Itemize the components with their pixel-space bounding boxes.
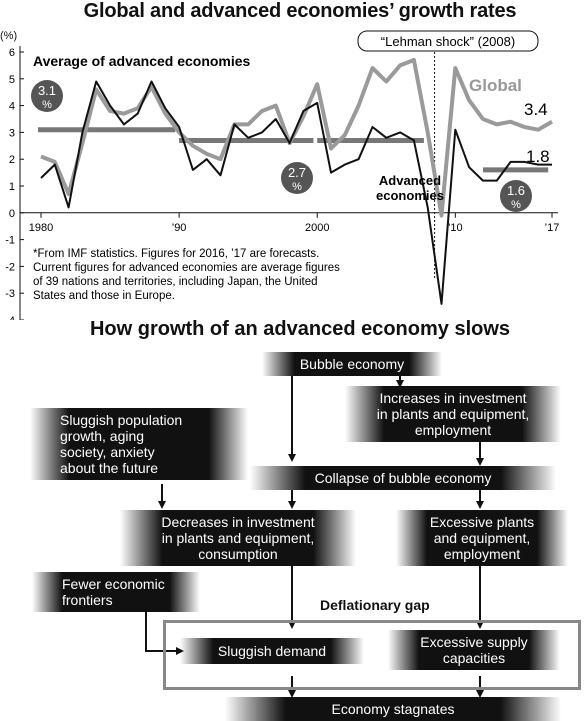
x-tick-label: ’90 <box>172 222 187 234</box>
box-excessive-supply-line-2: capacities <box>442 650 506 666</box>
y-tick-label: 3 <box>9 127 15 139</box>
average-bubble-unit: % <box>511 199 521 211</box>
box-decreases-line-3: consumption <box>198 546 278 562</box>
box-sluggish-demand: Sluggish demand <box>180 638 364 664</box>
lehman-shock-label: “Lehman shock” (2008) <box>381 34 515 49</box>
y-tick-label: -2 <box>5 261 15 273</box>
end-value-global: 3.4 <box>524 100 548 119</box>
box-increases-line-1: Increases in investment <box>379 390 527 406</box>
box-sluggish-population: Sluggish population growth, aging societ… <box>30 408 248 480</box>
x-tick-label: 1980 <box>29 222 53 234</box>
x-tick-label: 2000 <box>305 222 329 234</box>
box-excessive-plants-line-1: Excessive plants <box>429 514 535 530</box>
y-tick-label: -4 <box>5 315 15 320</box>
average-bubble-value: 1.6 <box>507 183 525 198</box>
box-excessive-plants-line-2: and equipment, <box>433 530 531 546</box>
label-advanced-line-2: economies <box>376 188 444 203</box>
end-value-advanced: 1.8 <box>526 147 550 166</box>
y-axis-unit: (%) <box>0 30 18 42</box>
x-tick-label: ’10 <box>448 222 463 234</box>
y-tick-label: 4 <box>9 101 15 113</box>
y-tick-label: -3 <box>5 288 15 300</box>
series-line-global <box>40 58 554 218</box>
box-sluggish-pop-line-3: society, anxiety <box>60 444 155 460</box>
box-collapse-text: Collapse of bubble economy <box>314 470 492 486</box>
box-excessive-plants: Excessive plants and equipment, employme… <box>396 510 568 566</box>
box-increases-investment: Increases in investment in plants and eq… <box>345 386 561 442</box>
box-fewer-frontiers: Fewer economic frontiers <box>32 572 200 612</box>
deflationary-gap-frame <box>163 620 581 690</box>
box-decreases-investment: Decreases in investment in plants and eq… <box>120 510 356 566</box>
x-tick-label: ’17 <box>545 222 560 234</box>
box-increases-line-2: in plants and equipment, <box>376 406 530 422</box>
average-bubble-unit: % <box>42 99 52 111</box>
average-bubble <box>31 80 63 112</box>
footnote-line: Current figures for advanced economies a… <box>33 262 340 274</box>
box-economy-stagnates: Economy stagnates <box>225 697 561 721</box>
label-advanced-line-1: Advanced <box>379 173 441 188</box>
footnote-line: *From IMF statistics. Figures for 2016, … <box>33 248 319 260</box>
box-excessive-supply-line-1: Excessive supply <box>420 634 528 650</box>
box-decreases-line-1: Decreases in investment <box>161 514 315 530</box>
average-bubble <box>281 162 313 194</box>
box-stagnates-text: Economy stagnates <box>331 701 455 717</box>
box-fewer-line-2: frontiers <box>62 592 113 608</box>
section-title-growth-slows: How growth of an advanced economy slows <box>89 318 511 340</box>
average-bubble <box>500 180 532 212</box>
chart-title: Global and advanced economies’ growth ra… <box>83 0 517 22</box>
deflationary-gap-label: Deflationary gap <box>320 597 430 613</box>
y-tick-label: 1 <box>9 181 15 193</box>
y-tick-label: 2 <box>9 154 15 166</box>
footnote-line: of 39 nations and territories, including… <box>33 276 318 288</box>
box-excessive-supply: Excessive supply capacities <box>388 630 560 670</box>
y-tick-label: -1 <box>5 235 15 247</box>
box-fewer-line-1: Fewer economic <box>62 576 165 592</box>
average-bubble-value: 2.7 <box>288 165 306 180</box>
box-bubble-economy: Bubble economy <box>262 352 442 376</box>
box-sluggish-demand-text: Sluggish demand <box>217 643 327 659</box>
footnote-line: States and those in Europe. <box>33 290 175 302</box>
box-sluggish-pop-line-4: about the future <box>60 460 159 476</box>
box-excessive-plants-line-3: employment <box>443 546 521 562</box>
box-sluggish-pop-line-1: Sluggish population <box>60 412 183 428</box>
average-bubble-unit: % <box>292 181 302 193</box>
box-increases-line-3: employment <box>414 422 492 438</box>
series-line-advanced <box>40 80 552 305</box>
box-decreases-line-2: in plants and equipment, <box>161 530 315 546</box>
average-bubble-value: 3.1 <box>38 83 56 98</box>
y-tick-label: 0 <box>9 208 15 220</box>
box-collapse-bubble: Collapse of bubble economy <box>250 466 556 490</box>
box-sluggish-pop-line-2: growth, aging <box>60 428 145 444</box>
box-bubble-economy-text: Bubble economy <box>299 356 405 372</box>
y-tick-label: 6 <box>9 47 15 59</box>
label-average-advanced: Average of advanced economies <box>33 53 251 69</box>
growth-rate-chart: 6 5 4 3 2 1 0 -1 -2 -3 -4 1980 ’90 2000 ’10 ’17 “Lehman … <box>5 30 560 320</box>
lehman-shock-callout <box>357 30 539 52</box>
label-global: Global <box>469 76 522 95</box>
arrow-frontiers-to-demand <box>145 612 184 655</box>
y-tick-label: 5 <box>9 74 15 86</box>
